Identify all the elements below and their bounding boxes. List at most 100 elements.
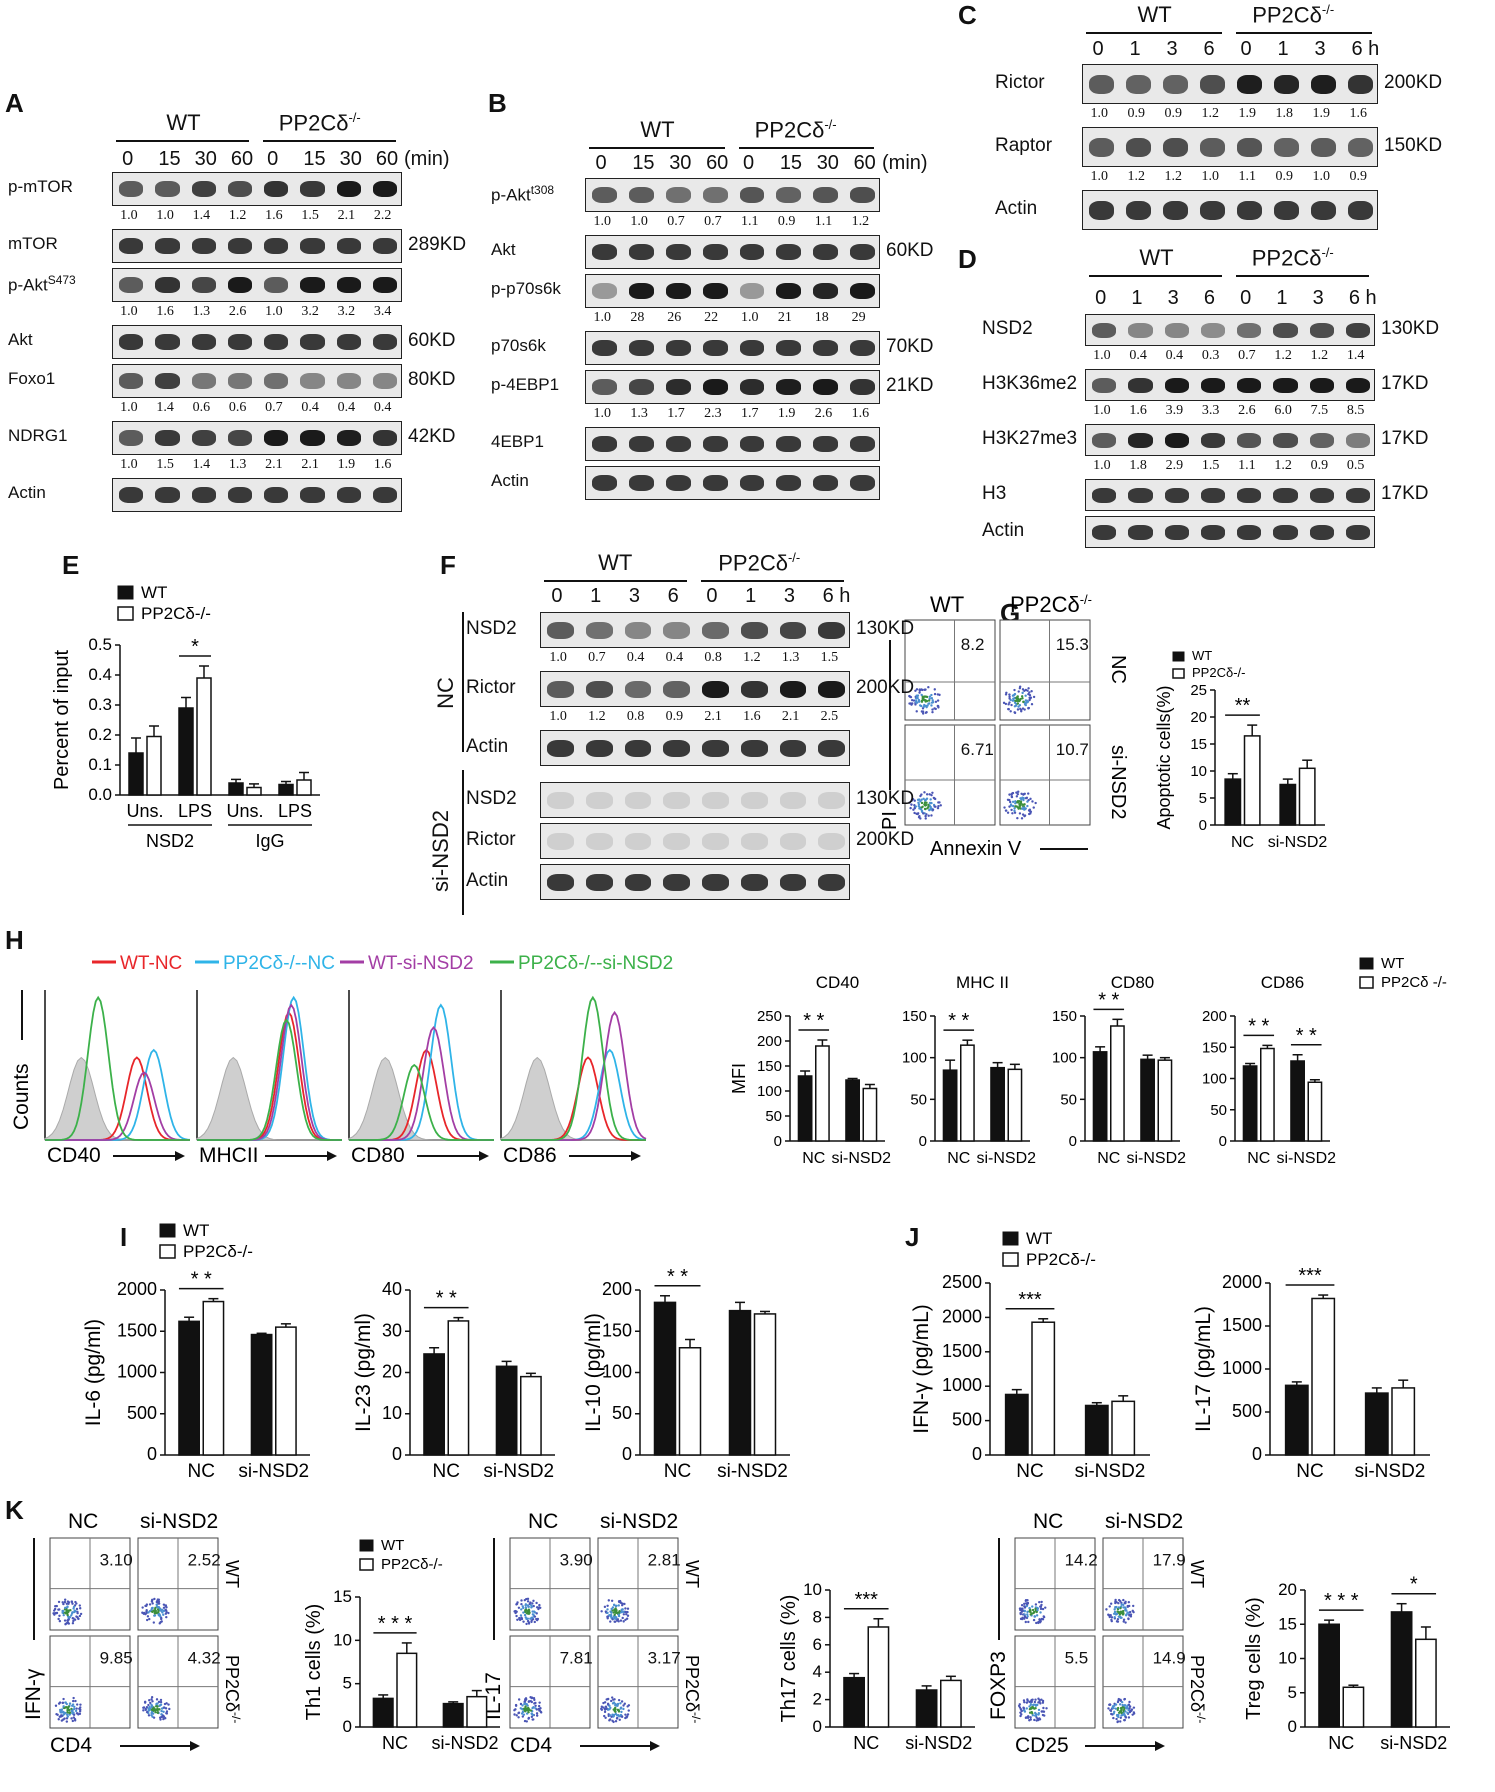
c-ko-label: PP2Cδ-/- (1252, 2, 1334, 28)
f-size-label: 200KD (856, 829, 915, 850)
y-tick-label: 100 (757, 1083, 782, 1100)
y-tick-label: 150 (757, 1058, 782, 1075)
y-axis-label: IL-6 (pg/ml) (82, 1319, 105, 1426)
b-time-label: 30 (669, 152, 692, 174)
g-ko-header: PP2Cδ-/- (1010, 592, 1092, 617)
bar-ko (1260, 1047, 1275, 1142)
significance-label: * * (436, 1288, 457, 1310)
bar-ko (466, 1695, 488, 1728)
f-size-label: 200KD (856, 677, 915, 698)
bar-wt (128, 752, 144, 796)
chart-I1: 0 500 1000 1500 2000 IL-6 (pg/ml) NC si-NSD2 * * (82, 1269, 310, 1482)
c-time-label: 3 (1314, 38, 1326, 60)
bar-wt (228, 782, 244, 796)
d-band (1128, 432, 1153, 448)
a-row-label: mTOR (8, 234, 58, 254)
a-band (300, 238, 325, 254)
a-quant-value: 1.5 (156, 457, 174, 472)
b-time-label: 0 (595, 152, 607, 174)
a-quant-value: 1.5 (301, 208, 319, 223)
a-band (264, 373, 289, 389)
bar-wt (442, 1702, 464, 1728)
b-quant-value: 1.0 (593, 310, 611, 325)
y-tick-label: 0 (1288, 1717, 1297, 1736)
legend-K: WT PP2Cδ-/- (359, 1537, 443, 1573)
k-th1-ko-si: 4.32 (137, 1635, 221, 1729)
y-tick-label: 0 (343, 1717, 352, 1736)
f-quant-value: 2.1 (781, 709, 800, 724)
f-band (585, 791, 613, 809)
a-blot-strip (112, 229, 402, 263)
b-quant-value: 29 (851, 310, 866, 325)
bar-wt (1242, 1065, 1258, 1142)
d-quant-value: 3.3 (1201, 403, 1220, 418)
f-band (663, 739, 690, 757)
a-band (119, 430, 144, 446)
b-blot-strip (585, 466, 880, 500)
a-band (264, 334, 289, 350)
y-tick-label: 6 (813, 1635, 822, 1654)
k-treg-wt-nc: 14.2 (1014, 1537, 1098, 1631)
d-row-label-text: H3 (982, 483, 1007, 504)
a-quant-value: 1.9 (337, 457, 356, 472)
g-flow-ko-nc: 15.3 (999, 619, 1091, 721)
b-row-label-text: 4EBP1 (491, 432, 544, 451)
x-tick-label: NC (1097, 1150, 1120, 1167)
a-band (372, 430, 397, 446)
f-time-label: 3 (628, 585, 640, 607)
f-row-label: Actin (466, 870, 508, 892)
f-ko-label: PP2Cδ-/- (718, 550, 800, 576)
a-band (300, 181, 325, 197)
b-row-label-sup: t308 (530, 183, 555, 197)
f-band (779, 680, 807, 698)
d-wt-label: WT (1139, 245, 1174, 270)
k-treg-wt-si-percent: 17.9 (1153, 1551, 1186, 1570)
d-quant-value: 1.1 (1238, 458, 1256, 473)
chart-title: CD80 (1111, 973, 1154, 992)
b-band (813, 379, 839, 395)
y-tick-label: 0 (813, 1717, 822, 1736)
d-band (1309, 432, 1334, 448)
legend-ko: PP2Cδ-/- (1026, 1250, 1096, 1269)
a-quant-value: 1.3 (228, 457, 247, 472)
f-ko-label-sup: -/- (787, 550, 801, 565)
panel-label-d: D (958, 244, 977, 274)
chart-H1: 0 50 100 150 200 250 MFI CD40 NC si-NSD2 * * (729, 973, 891, 1167)
a-quant-value: 0.6 (192, 400, 211, 415)
b-band (665, 436, 691, 452)
y-axis-label: Th17 cells (%) (778, 1595, 800, 1723)
bar-ko (1243, 735, 1261, 826)
d-time-label: 6 (1203, 287, 1215, 309)
a-size-label: 60KD (408, 330, 456, 351)
d-ko-label-base: PP2Cδ (1251, 245, 1322, 271)
f-time-label: 0 (551, 585, 563, 607)
a-quant-value: 0.6 (228, 400, 247, 415)
b-band (665, 475, 691, 491)
d-time-label: 1 (1276, 287, 1288, 309)
b-band (628, 340, 654, 356)
a-blot-strip (112, 268, 402, 302)
a-time-label: 0 (267, 148, 279, 170)
g-xlabel: Annexin V (930, 838, 1022, 860)
d-quant-value: 2.6 (1238, 403, 1256, 418)
x-tick-label: NC (382, 1733, 408, 1753)
d-band (1345, 524, 1370, 540)
d-band (1237, 432, 1262, 448)
k-treg-ko-nc-percent: 5.5 (1065, 1649, 1089, 1668)
b-band (776, 187, 802, 203)
y-tick-label: 5 (343, 1674, 352, 1693)
k-row-ko: PP2Cδ-/- (682, 1655, 703, 1723)
a-blot-strip (112, 325, 402, 359)
a-time-label: 60 (375, 148, 399, 170)
f-band (547, 873, 574, 891)
y-tick-label: 4 (813, 1662, 822, 1681)
k-th17-wt-nc-percent: 3.90 (560, 1551, 593, 1570)
b-quant-value: 1.0 (630, 214, 648, 229)
f-band (779, 621, 807, 639)
y-tick-label: 0.3 (88, 695, 112, 714)
d-band (1345, 377, 1370, 393)
a-size-label: 80KD (408, 369, 456, 390)
f-band (779, 832, 807, 850)
h-ylabel: Counts (10, 1063, 33, 1130)
f-quant-value: 1.6 (743, 709, 761, 724)
